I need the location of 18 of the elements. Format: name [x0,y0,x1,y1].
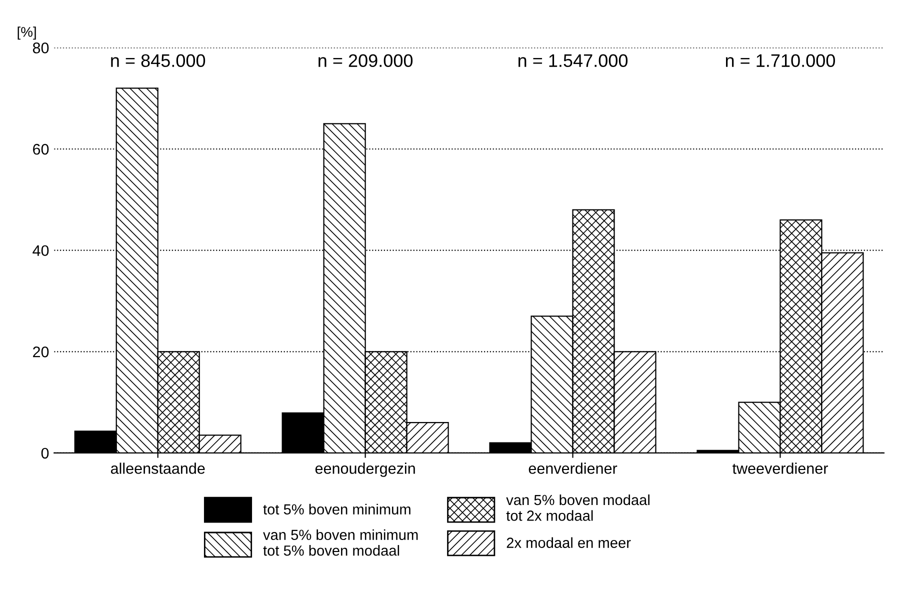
y-tick-label: 20 [33,346,49,358]
annotation: n = 1.547.000 [518,54,628,68]
annotation: n = 1.710.000 [726,54,835,68]
legend-label: van 5% boven modaal tot 2x modaal [506,494,650,521]
legend-label: 2x modaal en meer [506,537,631,548]
annotation: n = 209.000 [318,54,413,68]
x-tick-label: eenverdiener [528,462,618,474]
x-tick-label: alleenstaande [110,462,205,474]
y-tick-label: 40 [32,245,49,256]
y-tick-label: 60 [33,144,49,155]
x-tick-label: tweeverdiener [732,462,828,474]
y-tick-label: 0 [41,448,49,459]
annotation: n = 845.000 [111,54,206,68]
legend-label: tot 5% boven minimum [263,504,410,515]
y-axis-title: [%] [18,26,36,40]
x-tick-label: eenoudergezin [315,462,415,477]
y-tick-label: 80 [32,42,49,54]
legend-label: van 5% boven minimum tot 5% boven modaal [263,529,418,556]
